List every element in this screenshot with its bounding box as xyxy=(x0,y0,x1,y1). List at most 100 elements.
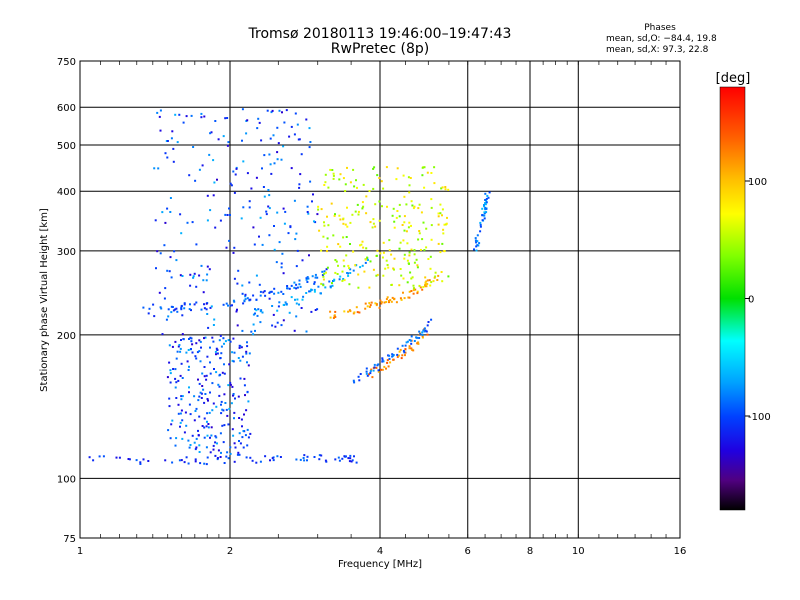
data-points xyxy=(88,108,491,466)
data-point xyxy=(301,298,304,301)
data-point xyxy=(239,359,242,362)
data-point xyxy=(418,230,421,232)
data-point xyxy=(484,206,487,209)
data-point xyxy=(316,213,319,216)
data-point xyxy=(207,426,210,429)
data-point xyxy=(193,419,196,422)
data-point xyxy=(220,451,222,454)
data-point xyxy=(209,306,212,309)
data-point xyxy=(395,301,398,304)
data-point xyxy=(375,254,378,257)
data-point xyxy=(318,454,321,457)
data-point xyxy=(202,279,205,282)
data-point xyxy=(410,342,413,345)
data-point xyxy=(177,403,180,406)
data-point xyxy=(356,311,359,314)
data-point xyxy=(164,221,167,224)
data-point xyxy=(180,409,183,412)
data-point xyxy=(185,456,188,459)
data-point xyxy=(175,381,178,384)
data-point xyxy=(209,391,211,394)
data-point xyxy=(295,232,298,235)
data-point xyxy=(135,459,138,462)
data-point xyxy=(437,215,440,218)
data-point xyxy=(429,255,432,258)
data-point xyxy=(398,215,401,218)
data-point xyxy=(424,284,426,287)
data-point xyxy=(206,265,209,268)
data-point xyxy=(226,414,229,417)
data-point xyxy=(180,339,182,341)
data-point xyxy=(298,186,301,189)
data-point xyxy=(161,211,164,214)
data-point xyxy=(423,327,426,330)
data-point xyxy=(408,347,411,350)
data-point xyxy=(168,397,171,400)
data-point xyxy=(216,352,219,355)
data-point xyxy=(404,351,407,354)
data-point xyxy=(320,282,323,285)
data-point xyxy=(294,112,297,115)
data-point xyxy=(205,446,208,449)
data-point xyxy=(241,139,243,142)
data-point xyxy=(293,329,296,332)
data-point xyxy=(246,361,248,364)
data-point xyxy=(200,264,203,267)
data-point xyxy=(337,243,340,246)
data-point xyxy=(179,350,182,353)
data-point xyxy=(284,301,287,304)
data-point xyxy=(368,190,371,192)
data-point xyxy=(185,424,188,427)
data-point xyxy=(203,337,205,340)
data-point xyxy=(410,224,412,227)
data-point xyxy=(483,211,486,214)
data-point xyxy=(392,354,395,356)
data-point xyxy=(413,261,416,264)
data-point xyxy=(286,287,289,290)
data-point xyxy=(293,286,296,289)
data-point xyxy=(237,357,240,359)
data-point xyxy=(386,205,388,208)
data-point xyxy=(269,163,272,166)
data-point xyxy=(408,290,411,293)
data-point xyxy=(347,310,350,313)
data-point xyxy=(213,181,216,184)
data-point xyxy=(242,446,245,449)
data-point xyxy=(180,306,183,309)
data-point xyxy=(211,336,214,339)
data-point xyxy=(392,267,395,270)
data-point xyxy=(152,303,155,306)
data-point xyxy=(215,371,218,374)
data-point xyxy=(222,441,225,444)
data-point xyxy=(311,200,313,203)
data-point xyxy=(305,330,308,333)
data-point xyxy=(401,224,404,226)
data-point xyxy=(437,223,440,226)
data-point xyxy=(238,346,241,349)
data-point xyxy=(222,303,225,306)
data-point xyxy=(355,179,357,182)
data-point xyxy=(444,186,447,188)
data-point xyxy=(408,191,411,194)
data-point xyxy=(250,187,253,190)
data-point xyxy=(246,172,249,175)
data-point xyxy=(182,121,185,124)
data-point xyxy=(320,208,323,211)
data-point xyxy=(305,292,308,294)
data-point xyxy=(308,146,311,149)
data-point xyxy=(272,134,275,137)
data-point xyxy=(425,330,428,333)
data-point xyxy=(223,462,226,464)
data-point xyxy=(331,282,333,285)
data-point xyxy=(416,292,419,295)
data-point xyxy=(396,347,399,350)
data-point xyxy=(410,277,413,280)
data-point xyxy=(361,207,364,210)
data-point xyxy=(479,225,482,228)
colorbar-ticks: 100 0 -100 xyxy=(745,177,771,423)
data-point xyxy=(212,340,215,343)
data-point xyxy=(370,301,373,304)
data-point xyxy=(342,217,345,220)
data-point xyxy=(179,412,182,415)
phase-x-stats: mean, sd,X: 97.3, 22.8 xyxy=(606,45,709,55)
